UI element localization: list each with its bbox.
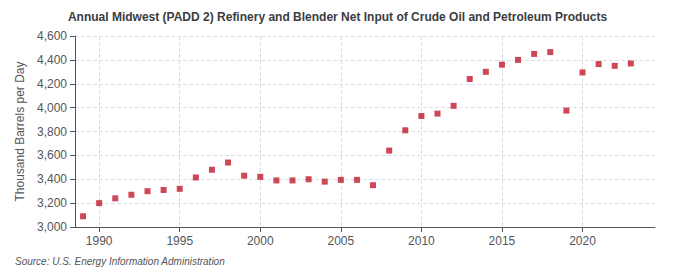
svg-text:4,000: 4,000 [37, 101, 67, 115]
svg-text:2020: 2020 [569, 234, 596, 248]
svg-text:3,600: 3,600 [37, 148, 67, 162]
svg-text:3,800: 3,800 [37, 125, 67, 139]
svg-text:Thousand Barrels per Day: Thousand Barrels per Day [13, 61, 27, 201]
svg-text:2005: 2005 [327, 234, 354, 248]
svg-text:4,400: 4,400 [37, 53, 67, 67]
svg-text:4,200: 4,200 [37, 77, 67, 91]
svg-text:2010: 2010 [408, 234, 435, 248]
svg-text:3,200: 3,200 [37, 196, 67, 210]
svg-text:3,000: 3,000 [37, 220, 67, 234]
svg-text:4,600: 4,600 [37, 29, 67, 43]
svg-text:Annual Midwest (PADD 2) Refine: Annual Midwest (PADD 2) Refinery and Ble… [68, 10, 607, 24]
svg-text:3,400: 3,400 [37, 172, 67, 186]
svg-text:1990: 1990 [86, 234, 113, 248]
svg-text:Source: U.S. Energy Informatio: Source: U.S. Energy Information Administ… [15, 256, 225, 267]
svg-text:2000: 2000 [247, 234, 274, 248]
svg-text:1995: 1995 [166, 234, 193, 248]
svg-text:2015: 2015 [489, 234, 516, 248]
